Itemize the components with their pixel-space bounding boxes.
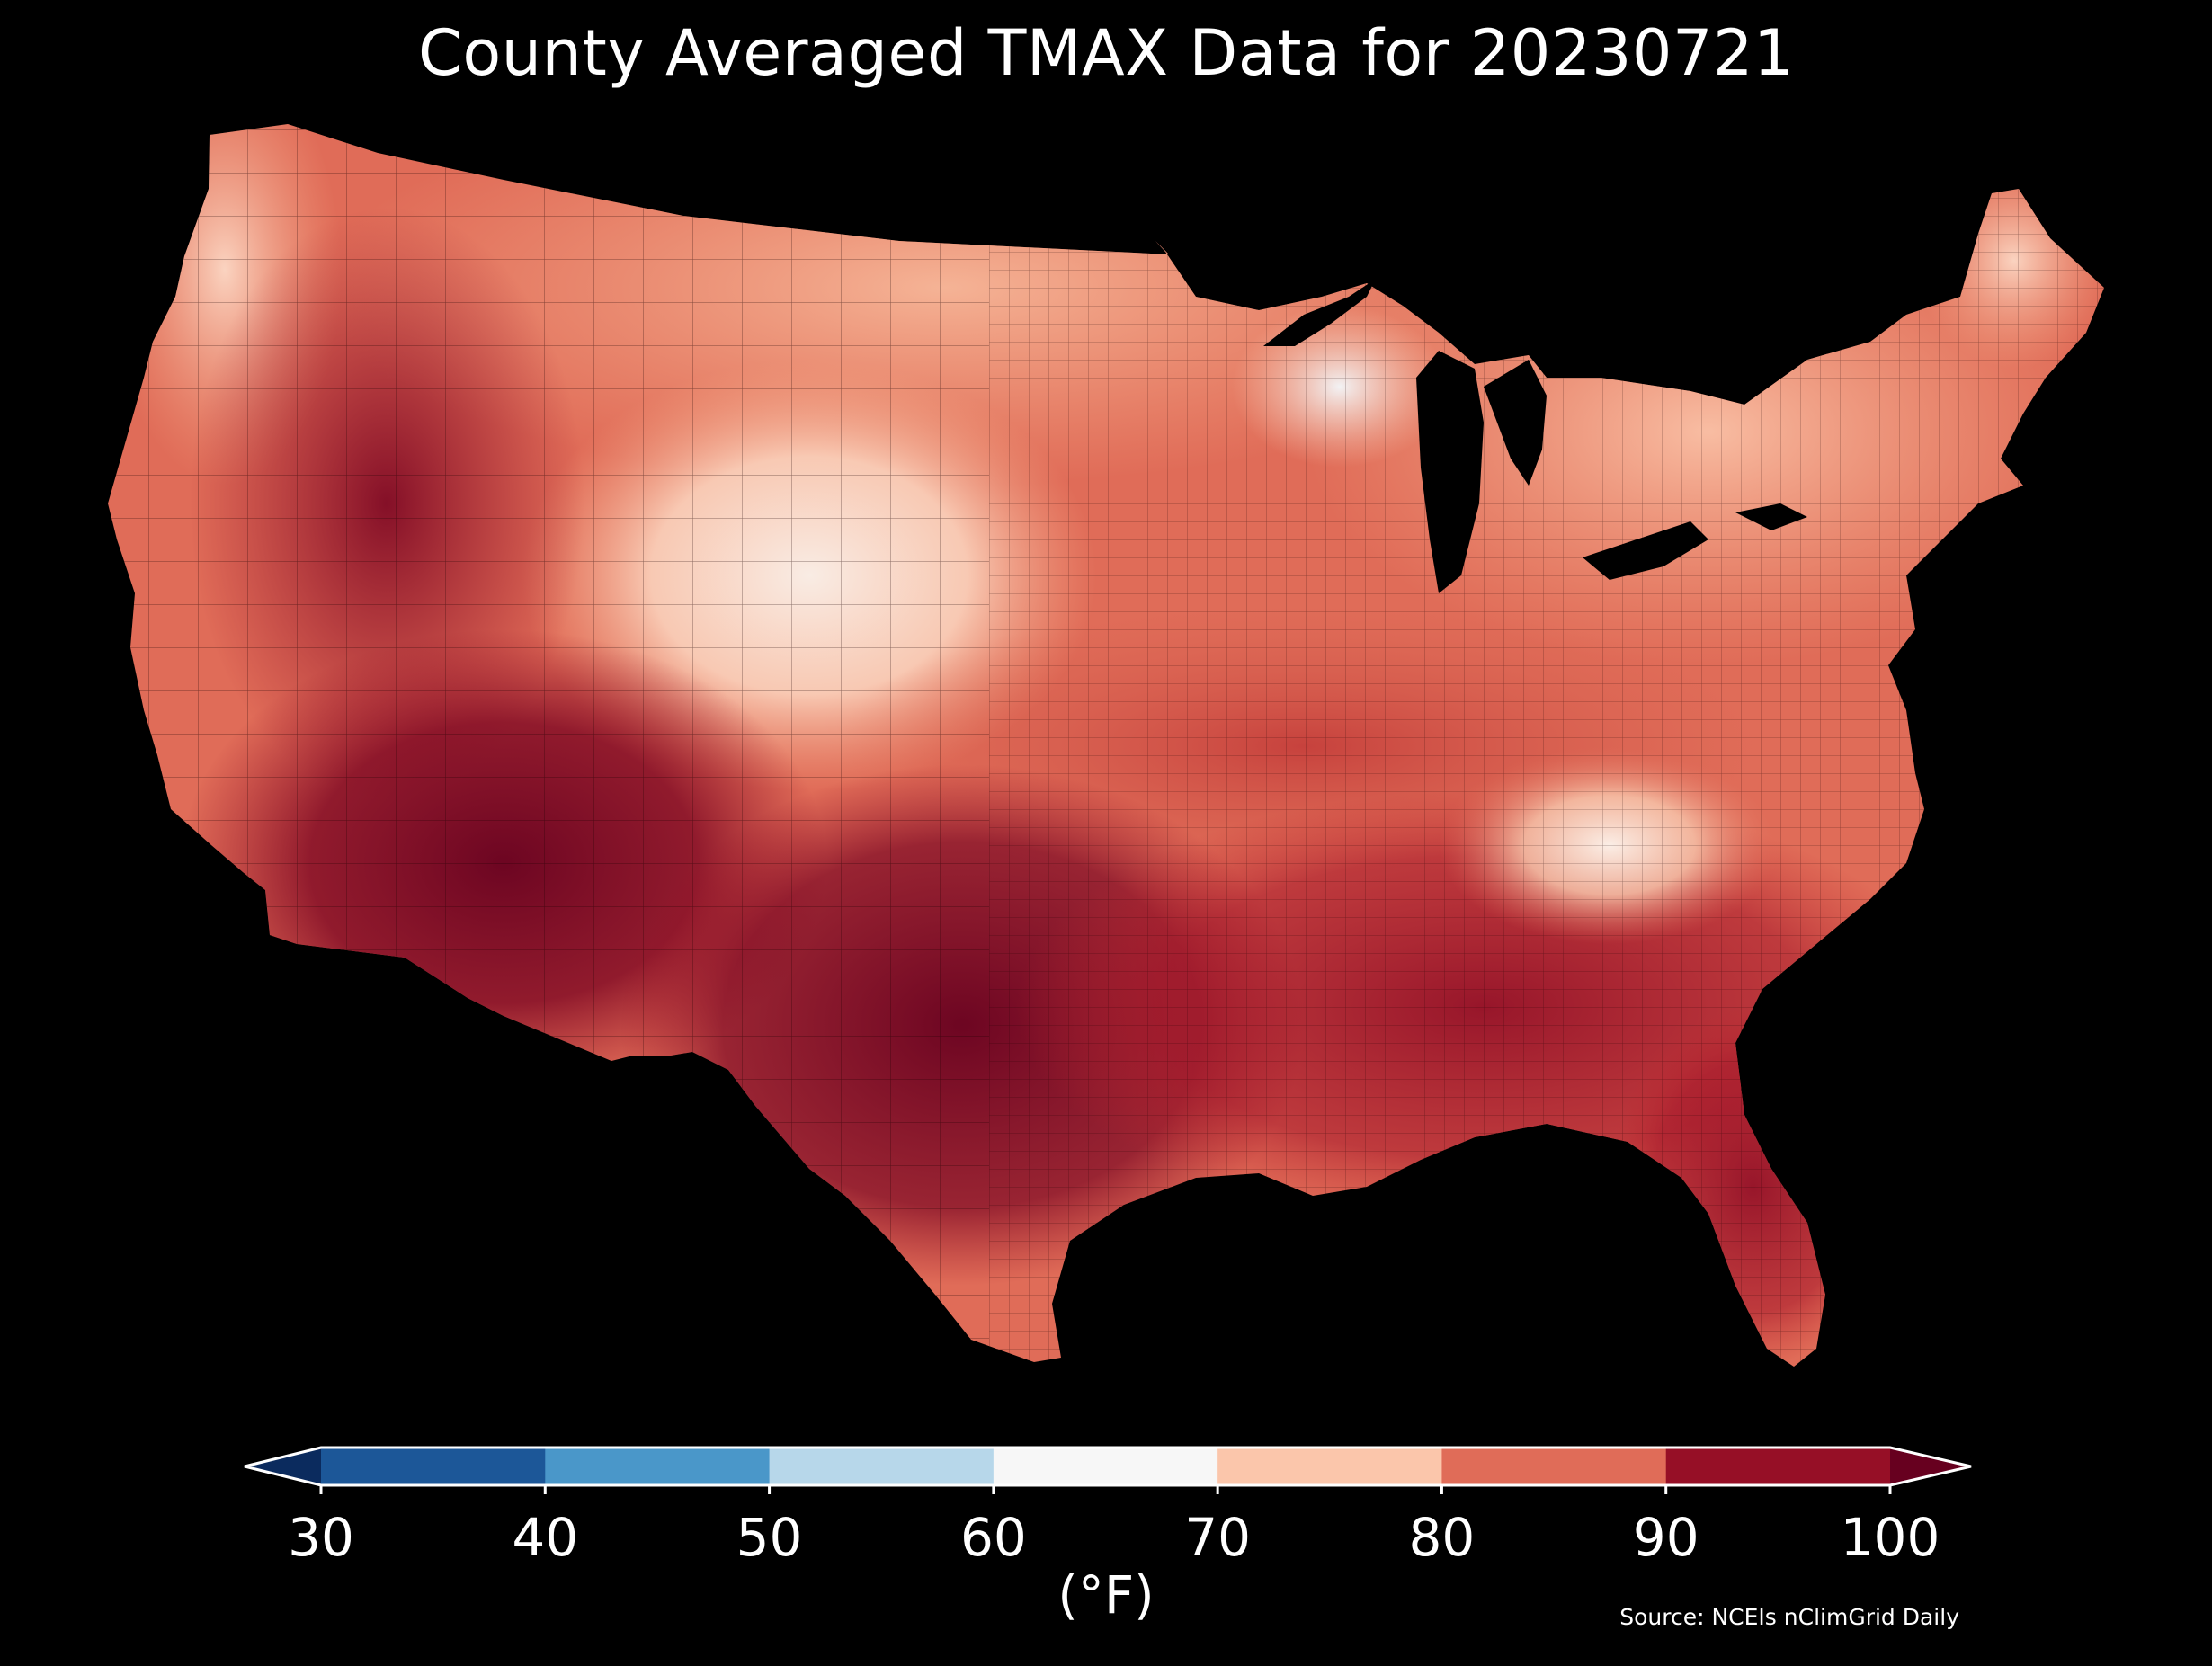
colorbar-bin-6: [1665, 1448, 1891, 1485]
colorbar-extend-over: [1890, 1448, 1971, 1485]
colorbar-bin-3: [993, 1448, 1218, 1485]
page-title: County Averaged TMAX Data for 20230721: [417, 16, 1795, 90]
colorbar-bin-1: [545, 1448, 771, 1485]
colorbar-bin-2: [769, 1448, 995, 1485]
colorbar-unit-label: (°F): [1057, 1564, 1155, 1626]
colorbar-bin-0: [321, 1448, 546, 1485]
colorbar-tick-labels: 30 40 50 60 70 80 90 100: [288, 1485, 1940, 1568]
colorbar-bin-5: [1441, 1448, 1667, 1485]
colorbar-extend-under: [245, 1448, 321, 1485]
source-note: Source: NCEIs nClimGrid Daily: [1619, 1604, 1959, 1630]
colorbar-tick-label: 70: [1184, 1507, 1251, 1568]
colorbar-bin-4: [1217, 1448, 1442, 1485]
colorbar-tick-label: 100: [1841, 1507, 1940, 1568]
colorbar-tick-label: 60: [960, 1507, 1027, 1568]
colorbar-tick-label: 30: [288, 1507, 354, 1568]
colorbar-tick-label: 40: [512, 1507, 578, 1568]
great-lakes: [1263, 279, 1807, 593]
colorbar-tick-label: 90: [1633, 1507, 1699, 1568]
colorbar-tick-label: 80: [1409, 1507, 1476, 1568]
colorbar-bins: [244, 1446, 1972, 1487]
colorbar-tick-label: 50: [736, 1507, 803, 1568]
